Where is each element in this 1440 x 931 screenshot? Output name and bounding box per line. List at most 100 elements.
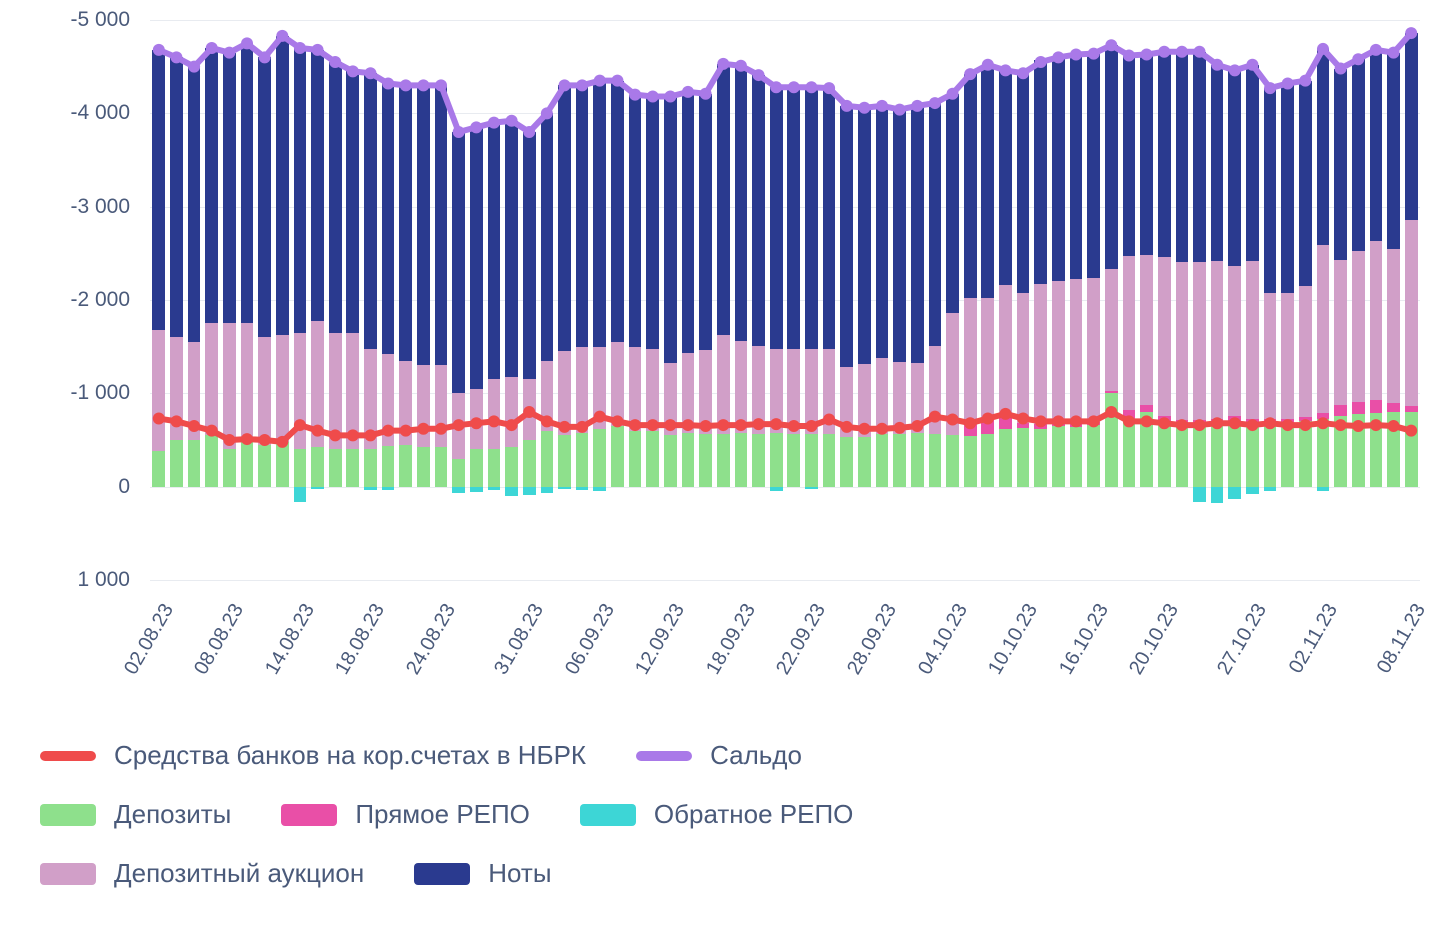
x-tick-label: 12.09.23 <box>631 600 690 679</box>
legend-item-notes[interactable]: Ноты <box>414 858 551 889</box>
marker-corr_accounts <box>964 417 976 429</box>
marker-balance <box>1070 49 1082 61</box>
marker-balance <box>999 64 1011 76</box>
x-tick-label: 16.10.23 <box>1055 600 1114 679</box>
marker-corr_accounts <box>188 420 200 432</box>
legend-item-balance[interactable]: Сальдо <box>636 740 802 771</box>
marker-balance <box>805 81 817 93</box>
marker-balance <box>259 51 271 63</box>
marker-corr_accounts <box>470 417 482 429</box>
marker-corr_accounts <box>700 420 712 432</box>
marker-corr_accounts <box>1158 417 1170 429</box>
marker-balance <box>1335 63 1347 75</box>
marker-balance <box>594 75 606 87</box>
lines-layer <box>150 20 1420 580</box>
y-tick-label: -4 000 <box>70 101 130 125</box>
marker-corr_accounts <box>999 408 1011 420</box>
y-tick-label: -2 000 <box>70 288 130 312</box>
marker-balance <box>629 89 641 101</box>
legend-label: Сальдо <box>710 740 802 771</box>
x-tick-label: 10.10.23 <box>984 600 1043 679</box>
marker-balance <box>611 75 623 87</box>
marker-balance <box>206 42 218 54</box>
x-tick-label: 18.08.23 <box>332 600 391 679</box>
marker-balance <box>153 44 165 56</box>
x-tick-label: 18.09.23 <box>702 600 761 679</box>
marker-corr_accounts <box>876 423 888 435</box>
marker-corr_accounts <box>1246 419 1258 431</box>
marker-corr_accounts <box>1035 415 1047 427</box>
x-axis: 02.08.2308.08.2314.08.2318.08.2324.08.23… <box>150 590 1420 710</box>
line-corr_accounts <box>159 412 1411 442</box>
marker-balance <box>823 82 835 94</box>
marker-balance <box>453 126 465 138</box>
marker-corr_accounts <box>682 419 694 431</box>
marker-balance <box>188 61 200 73</box>
marker-corr_accounts <box>1299 419 1311 431</box>
marker-balance <box>506 115 518 127</box>
legend-item-direct_repo[interactable]: Прямое РЕПО <box>281 799 530 830</box>
marker-balance <box>1105 39 1117 51</box>
legend: Средства банков на кор.счетах в НБРК Саль… <box>40 740 1400 917</box>
legend-swatch <box>40 863 96 885</box>
marker-corr_accounts <box>594 411 606 423</box>
marker-corr_accounts <box>753 418 765 430</box>
x-tick-label: 31.08.23 <box>490 600 549 679</box>
marker-balance <box>788 81 800 93</box>
marker-balance <box>1246 59 1258 71</box>
marker-balance <box>894 104 906 116</box>
marker-corr_accounts <box>206 425 218 437</box>
legend-item-reverse_repo[interactable]: Обратное РЕПО <box>580 799 853 830</box>
marker-corr_accounts <box>841 421 853 433</box>
marker-balance <box>364 67 376 79</box>
marker-balance <box>1211 59 1223 71</box>
marker-corr_accounts <box>223 434 235 446</box>
marker-balance <box>1052 51 1064 63</box>
marker-corr_accounts <box>1405 425 1417 437</box>
y-tick-label: 0 <box>118 475 130 499</box>
legend-row: Депозитный аукцион Ноты <box>40 858 1400 889</box>
marker-corr_accounts <box>541 415 553 427</box>
marker-balance <box>223 47 235 59</box>
marker-corr_accounts <box>1105 406 1117 418</box>
marker-balance <box>647 91 659 103</box>
marker-corr_accounts <box>276 436 288 448</box>
marker-corr_accounts <box>717 419 729 431</box>
marker-balance <box>1176 46 1188 58</box>
marker-balance <box>841 100 853 112</box>
x-tick-label: 08.08.23 <box>190 600 249 679</box>
plot-area <box>150 20 1420 580</box>
legend-swatch <box>40 751 96 761</box>
grid-line <box>150 580 1420 581</box>
x-tick-label: 24.08.23 <box>402 600 461 679</box>
marker-corr_accounts <box>241 433 253 445</box>
marker-balance <box>876 100 888 112</box>
legend-item-corr_accounts[interactable]: Средства банков на кор.счетах в НБРК <box>40 740 586 771</box>
marker-corr_accounts <box>1123 415 1135 427</box>
legend-item-deposit_auction[interactable]: Депозитный аукцион <box>40 858 364 889</box>
x-tick-label: 20.10.23 <box>1125 600 1184 679</box>
legend-label: Средства банков на кор.счетах в НБРК <box>114 740 586 771</box>
marker-balance <box>753 69 765 81</box>
x-tick-label: 28.09.23 <box>843 600 902 679</box>
marker-corr_accounts <box>1211 417 1223 429</box>
marker-balance <box>241 37 253 49</box>
marker-corr_accounts <box>382 425 394 437</box>
marker-balance <box>964 68 976 80</box>
marker-balance <box>1158 46 1170 58</box>
marker-balance <box>664 91 676 103</box>
marker-balance <box>1370 44 1382 56</box>
marker-corr_accounts <box>647 419 659 431</box>
marker-corr_accounts <box>488 415 500 427</box>
marker-corr_accounts <box>1264 417 1276 429</box>
x-tick-label: 02.11.23 <box>1285 600 1343 678</box>
marker-corr_accounts <box>735 419 747 431</box>
marker-corr_accounts <box>312 425 324 437</box>
marker-corr_accounts <box>435 423 447 435</box>
marker-corr_accounts <box>1352 420 1364 432</box>
legend-label: Прямое РЕПО <box>355 799 530 830</box>
marker-corr_accounts <box>294 419 306 431</box>
legend-swatch <box>40 804 96 826</box>
marker-corr_accounts <box>576 421 588 433</box>
legend-item-deposits[interactable]: Депозиты <box>40 799 231 830</box>
